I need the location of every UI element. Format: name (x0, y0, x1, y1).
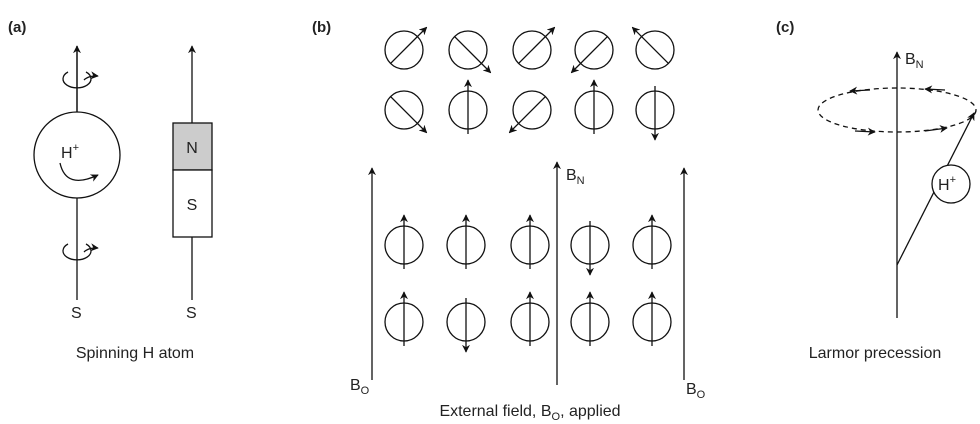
field-label: BN (566, 167, 585, 187)
external-label-sub: O (697, 389, 706, 401)
caption: External field, BO, applied (439, 403, 620, 423)
caption: Spinning H atom (76, 345, 194, 362)
external-label-main: B (350, 377, 361, 394)
caption-before: External field, B (439, 403, 551, 420)
external-label: BO (350, 377, 370, 397)
spin-group (385, 27, 674, 352)
atom-charge: + (73, 142, 79, 154)
field-label-sub: N (916, 59, 924, 71)
panel-label: (c) (776, 19, 794, 36)
external-label: BO (686, 381, 706, 401)
atom-circle (34, 112, 120, 198)
external-label-main: B (686, 381, 697, 398)
south-label: S (186, 305, 197, 322)
caption: Larmor precession (809, 345, 942, 362)
field-label-main: B (905, 51, 916, 68)
panel-label: (a) (8, 19, 26, 36)
south-label: S (71, 305, 82, 322)
precession-arrow (925, 128, 947, 131)
magnet-south-label: S (187, 197, 198, 214)
precession-arrow (850, 90, 870, 91)
external-label-sub: O (361, 385, 370, 397)
precession-arrow (925, 89, 945, 90)
panel-label: (b) (312, 19, 331, 36)
field-label: BN (905, 51, 924, 71)
field-label-sub: N (577, 175, 585, 187)
magnet-north-label: N (186, 140, 198, 157)
field-label-main: B (566, 167, 577, 184)
caption-after: , applied (560, 403, 621, 420)
atom-symbol: H (938, 177, 950, 194)
atom-charge: + (950, 174, 956, 186)
figure: (a) H+ S N S S Spinning H atom (b) BN BO… (0, 0, 980, 424)
atom-symbol: H (61, 145, 73, 162)
